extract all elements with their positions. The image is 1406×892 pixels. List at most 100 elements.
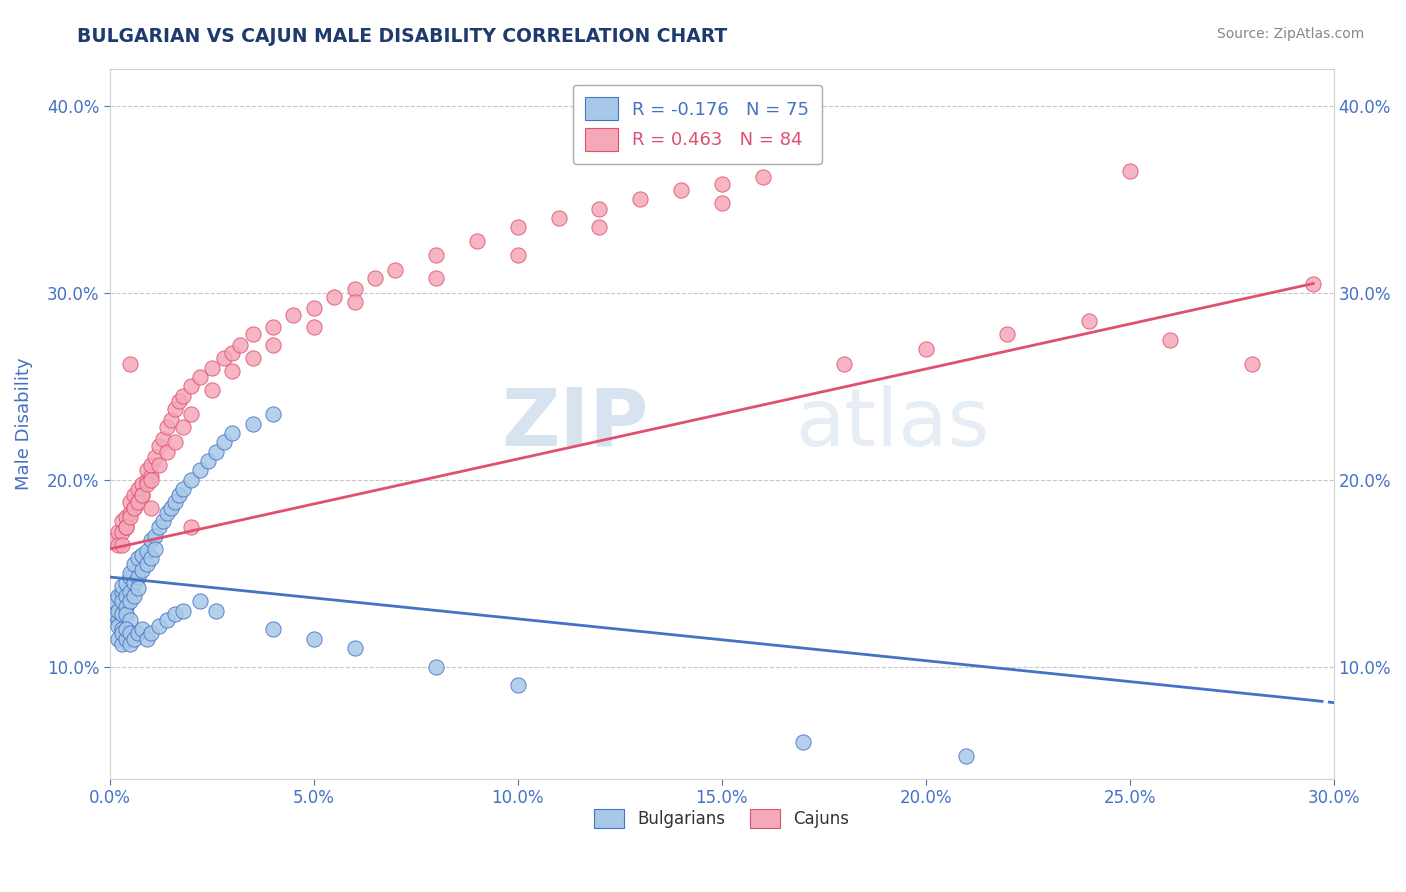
Point — [120, 585, 142, 599]
Point — [115, 632, 138, 646]
Point — [751, 169, 773, 184]
Point — [343, 282, 366, 296]
Point — [914, 342, 936, 356]
Point — [669, 183, 692, 197]
Point — [120, 510, 142, 524]
Point — [115, 519, 138, 533]
Point — [124, 575, 146, 590]
Point — [139, 551, 162, 566]
Point — [465, 234, 488, 248]
Point — [425, 271, 447, 285]
Text: Source: ZipAtlas.com: Source: ZipAtlas.com — [1216, 27, 1364, 41]
Point — [135, 557, 157, 571]
Point — [148, 458, 170, 472]
Point — [135, 476, 157, 491]
Point — [115, 607, 138, 622]
Point — [156, 613, 179, 627]
Point — [124, 632, 146, 646]
Point — [107, 613, 129, 627]
Point — [180, 473, 202, 487]
Point — [139, 458, 162, 472]
Point — [995, 326, 1018, 341]
Point — [131, 548, 153, 562]
Point — [180, 379, 202, 393]
Point — [1077, 314, 1099, 328]
Point — [103, 607, 125, 622]
Point — [212, 351, 235, 366]
Point — [364, 271, 387, 285]
Point — [127, 581, 149, 595]
Point — [201, 383, 224, 397]
Point — [165, 495, 187, 509]
Point — [167, 488, 190, 502]
Point — [120, 594, 142, 608]
Point — [111, 579, 134, 593]
Point — [201, 360, 224, 375]
Point — [221, 345, 243, 359]
Point — [955, 749, 977, 764]
Point — [262, 408, 284, 422]
Point — [135, 632, 157, 646]
Point — [242, 326, 264, 341]
Point — [120, 613, 142, 627]
Point — [302, 632, 325, 646]
Point — [143, 529, 166, 543]
Point — [131, 476, 153, 491]
Point — [111, 607, 134, 622]
Point — [111, 585, 134, 599]
Point — [107, 632, 129, 646]
Point — [172, 482, 194, 496]
Text: ZIP: ZIP — [501, 384, 648, 463]
Point — [111, 525, 134, 540]
Y-axis label: Male Disability: Male Disability — [15, 358, 32, 490]
Point — [156, 420, 179, 434]
Point — [384, 263, 406, 277]
Point — [127, 495, 149, 509]
Point — [111, 623, 134, 637]
Point — [425, 659, 447, 673]
Point — [143, 541, 166, 556]
Point — [547, 211, 569, 225]
Point — [167, 394, 190, 409]
Point — [120, 507, 142, 521]
Point — [165, 607, 187, 622]
Point — [127, 495, 149, 509]
Point — [127, 551, 149, 566]
Point — [135, 473, 157, 487]
Point — [792, 734, 814, 748]
Point — [111, 594, 134, 608]
Point — [115, 599, 138, 614]
Point — [1159, 333, 1181, 347]
Point — [832, 357, 855, 371]
Point — [127, 482, 149, 496]
Point — [143, 450, 166, 465]
Point — [120, 570, 142, 584]
Point — [107, 538, 129, 552]
Point — [160, 500, 183, 515]
Point — [115, 519, 138, 533]
Point — [425, 248, 447, 262]
Point — [103, 533, 125, 547]
Point — [111, 514, 134, 528]
Point — [165, 401, 187, 416]
Point — [1302, 277, 1324, 291]
Point — [1241, 357, 1264, 371]
Point — [131, 562, 153, 576]
Point — [107, 525, 129, 540]
Point — [111, 637, 134, 651]
Point — [124, 500, 146, 515]
Point — [124, 500, 146, 515]
Point — [197, 454, 219, 468]
Text: BULGARIAN VS CAJUN MALE DISABILITY CORRELATION CHART: BULGARIAN VS CAJUN MALE DISABILITY CORRE… — [77, 27, 727, 45]
Point — [103, 598, 125, 612]
Point — [131, 488, 153, 502]
Point — [115, 623, 138, 637]
Point — [188, 594, 211, 608]
Point — [302, 319, 325, 334]
Point — [115, 589, 138, 603]
Point — [212, 435, 235, 450]
Point — [188, 463, 211, 477]
Point — [139, 626, 162, 640]
Point — [180, 408, 202, 422]
Point — [120, 357, 142, 371]
